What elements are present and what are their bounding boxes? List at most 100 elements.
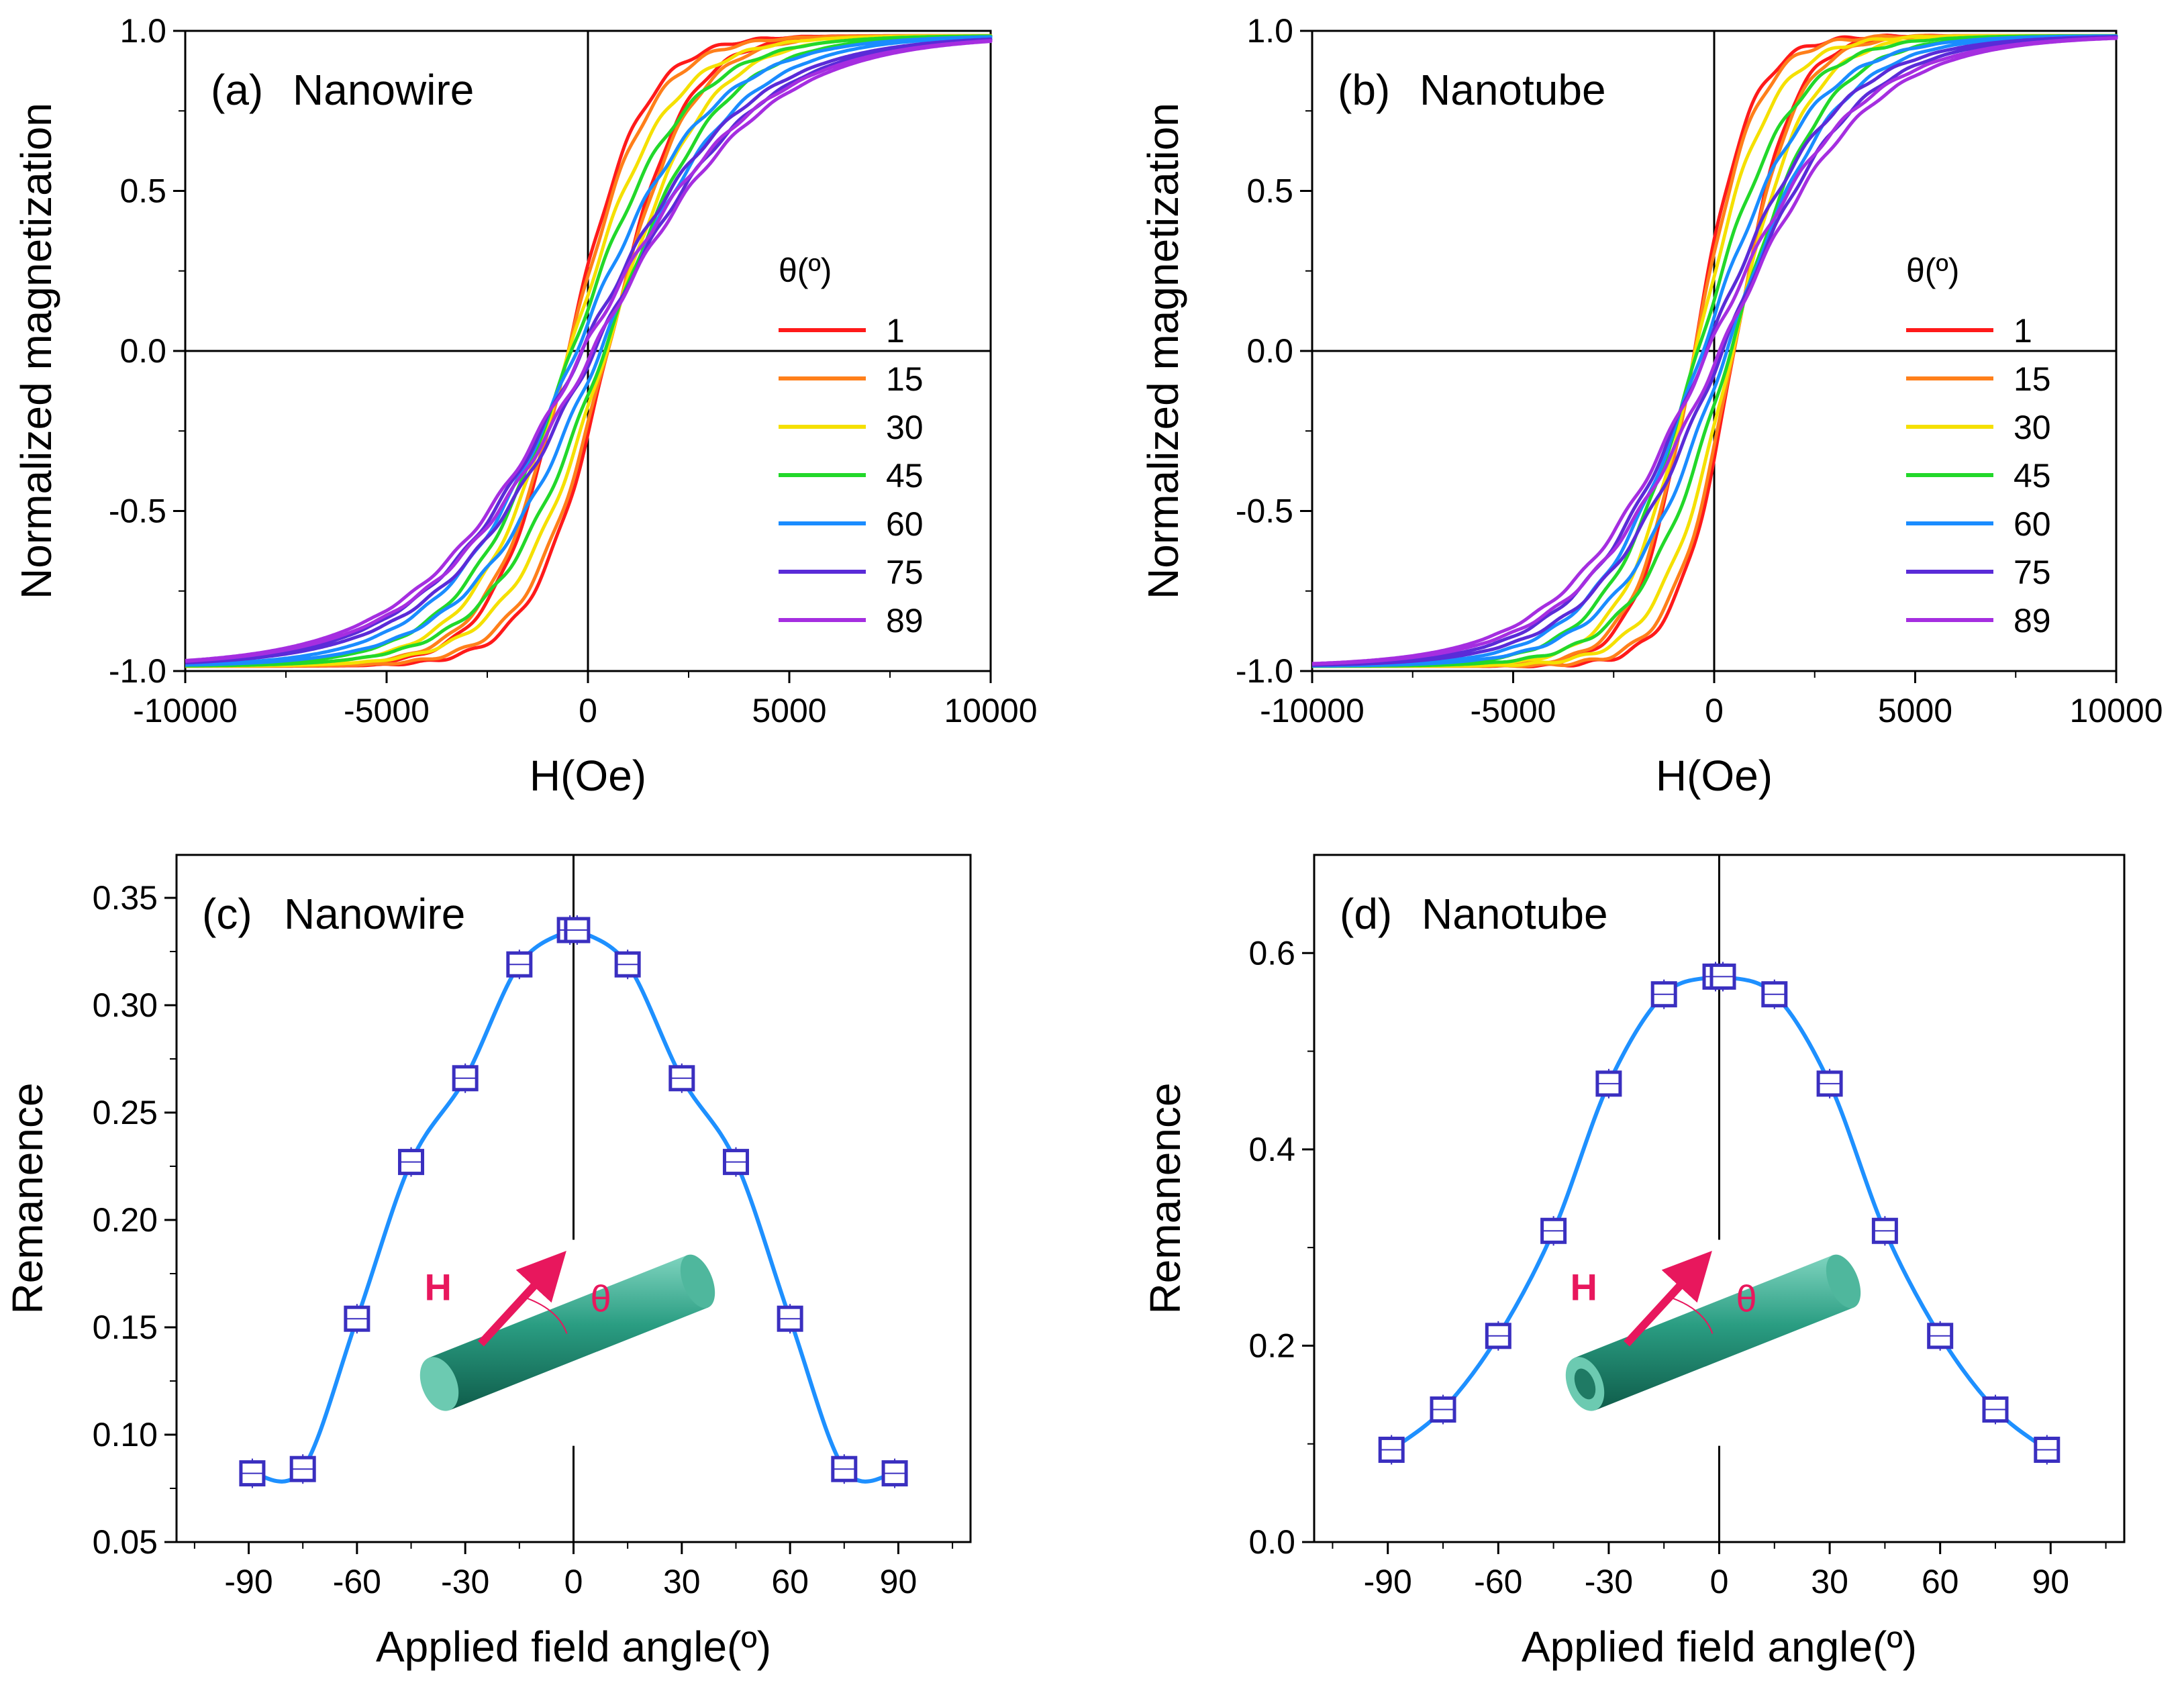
data-point bbox=[614, 950, 641, 980]
x-tick-label: 0 bbox=[1710, 1563, 1729, 1600]
angle-label: θ bbox=[1736, 1277, 1757, 1319]
x-tick-label: 60 bbox=[771, 1563, 809, 1600]
hysteresis-loop-60 bbox=[185, 35, 993, 667]
field-label: H bbox=[1571, 1266, 1597, 1308]
panel-label: (b) bbox=[1338, 66, 1390, 114]
x-tick-label: 0 bbox=[579, 692, 597, 729]
y-tick-label: 0.0 bbox=[1246, 332, 1293, 370]
data-point bbox=[452, 1063, 479, 1093]
data-point bbox=[1540, 1216, 1567, 1246]
hysteresis-loop-89 bbox=[1311, 36, 2118, 666]
y-tick-label: 0.6 bbox=[1248, 934, 1295, 972]
x-axis-title: Applied field angle(º) bbox=[1522, 1623, 1917, 1671]
y-tick-label: 0.15 bbox=[93, 1309, 158, 1346]
x-tick-label: -10000 bbox=[133, 692, 238, 729]
legend-label: 45 bbox=[886, 457, 924, 495]
cylinder-body bbox=[428, 1255, 709, 1411]
legend: θ(º) 1 15 30 45 60 75 89 bbox=[1906, 252, 2051, 639]
legend-label: 75 bbox=[2014, 554, 2051, 591]
data-point bbox=[289, 1454, 316, 1484]
data-point bbox=[506, 950, 533, 980]
cylinder-body bbox=[1574, 1255, 1854, 1411]
y-tick-label: 0.0 bbox=[1248, 1523, 1295, 1561]
data-point bbox=[1709, 962, 1736, 992]
y-tick-label: 0.10 bbox=[93, 1416, 158, 1453]
legend-label: 89 bbox=[886, 602, 924, 639]
panel-d: -90 -60 -30 0 30 60 90 0.0 0.2 0.4 0.6 Applied fiel… bbox=[1141, 854, 2126, 1671]
legend-label: 15 bbox=[2014, 360, 2051, 398]
x-tick-label: -5000 bbox=[344, 692, 430, 729]
data-point bbox=[1430, 1394, 1456, 1425]
legend-label: 30 bbox=[886, 409, 924, 446]
x-axis-title: Applied field angle(º) bbox=[376, 1623, 771, 1671]
data-point bbox=[344, 1304, 370, 1334]
y-tick-label: 0.5 bbox=[1246, 172, 1293, 210]
data-point bbox=[1927, 1321, 1954, 1351]
x-tick-label: 5000 bbox=[1878, 692, 1952, 729]
x-tick-label: -30 bbox=[1585, 1563, 1633, 1600]
panel-title: Nanotube bbox=[1422, 890, 1608, 938]
y-axis-title: Normalized magnetization bbox=[1139, 103, 1187, 599]
data-point bbox=[1650, 979, 1677, 1009]
angle-arc bbox=[1672, 1297, 1714, 1334]
y-tick-label: 0.25 bbox=[93, 1094, 158, 1131]
legend-label: 60 bbox=[886, 505, 924, 543]
data-point bbox=[722, 1147, 749, 1177]
x-tick-label: -5000 bbox=[1471, 692, 1556, 729]
y-tick-label: 1.0 bbox=[119, 12, 166, 50]
angle-label: θ bbox=[591, 1277, 611, 1319]
panel-b: -10000 -5000 0 5000 10000 -1.0 -0.5 0.0 0.5 1.0 H(… bbox=[1139, 12, 2163, 800]
legend-label: 75 bbox=[886, 554, 924, 591]
x-tick-label: -60 bbox=[1474, 1563, 1522, 1600]
x-tick-label: -60 bbox=[333, 1563, 381, 1600]
legend-label: 1 bbox=[2014, 312, 2032, 350]
y-tick-label: 1.0 bbox=[1246, 12, 1293, 50]
data-point bbox=[1378, 1435, 1405, 1465]
data-point bbox=[1595, 1068, 1622, 1098]
legend-label: 30 bbox=[2014, 409, 2051, 446]
angle-arc bbox=[526, 1297, 568, 1334]
y-tick-label: 0.5 bbox=[119, 172, 166, 210]
x-tick-label: -30 bbox=[441, 1563, 489, 1600]
hysteresis-loop-89 bbox=[185, 39, 993, 663]
data-point bbox=[831, 1454, 858, 1484]
x-tick-label: -10000 bbox=[1260, 692, 1364, 729]
panel-label: (d) bbox=[1340, 890, 1392, 938]
y-axis-title: Remanence bbox=[3, 1082, 52, 1314]
data-point bbox=[1982, 1394, 2009, 1425]
panel-title: Nanowire bbox=[293, 66, 474, 114]
panel-c: -90 -60 -30 0 30 60 90 0.05 0.10 0.15 0.20 0.25 0.30… bbox=[3, 854, 972, 1671]
panel-label: (a) bbox=[211, 66, 263, 114]
y-axis-title: Remanence bbox=[1141, 1082, 1189, 1314]
x-tick-label: -90 bbox=[224, 1563, 272, 1600]
panel-a: -10000 -5000 0 5000 10000 -1.0 -0.5 0.0 0.5 1.0 H(… bbox=[12, 12, 1038, 800]
y-tick-label: -1.0 bbox=[109, 652, 166, 690]
y-tick-label: -1.0 bbox=[1236, 652, 1293, 690]
y-tick-label: 0.4 bbox=[1248, 1131, 1295, 1168]
y-tick-label: 0.20 bbox=[93, 1201, 158, 1239]
x-tick-label: 10000 bbox=[944, 692, 1037, 729]
panel-title: Nanowire bbox=[284, 890, 465, 938]
data-point bbox=[1761, 979, 1788, 1009]
x-tick-label: 5000 bbox=[752, 692, 826, 729]
x-tick-label: 0 bbox=[564, 1563, 583, 1600]
panel-title: Nanotube bbox=[1420, 66, 1606, 114]
tube-hole bbox=[1574, 1368, 1596, 1400]
x-tick-label: 10000 bbox=[2069, 692, 2163, 729]
x-tick-label: 0 bbox=[1705, 692, 1724, 729]
x-axis-title: H(Oe) bbox=[530, 752, 646, 800]
y-tick-label: 0.0 bbox=[119, 332, 166, 370]
legend: θ(º) 1 15 30 45 60 75 89 bbox=[779, 252, 924, 639]
cylinder-end bbox=[1826, 1254, 1861, 1309]
data-point bbox=[881, 1458, 908, 1488]
y-tick-label: 0.05 bbox=[93, 1523, 158, 1561]
y-tick-label: 0.2 bbox=[1248, 1327, 1295, 1364]
x-tick-label: 30 bbox=[1811, 1563, 1848, 1600]
data-point bbox=[1816, 1068, 1843, 1098]
legend-label: 15 bbox=[886, 360, 924, 398]
legend-label: 45 bbox=[2014, 457, 2051, 495]
x-axis-title: H(Oe) bbox=[1656, 752, 1773, 800]
field-arrow bbox=[478, 1250, 566, 1347]
